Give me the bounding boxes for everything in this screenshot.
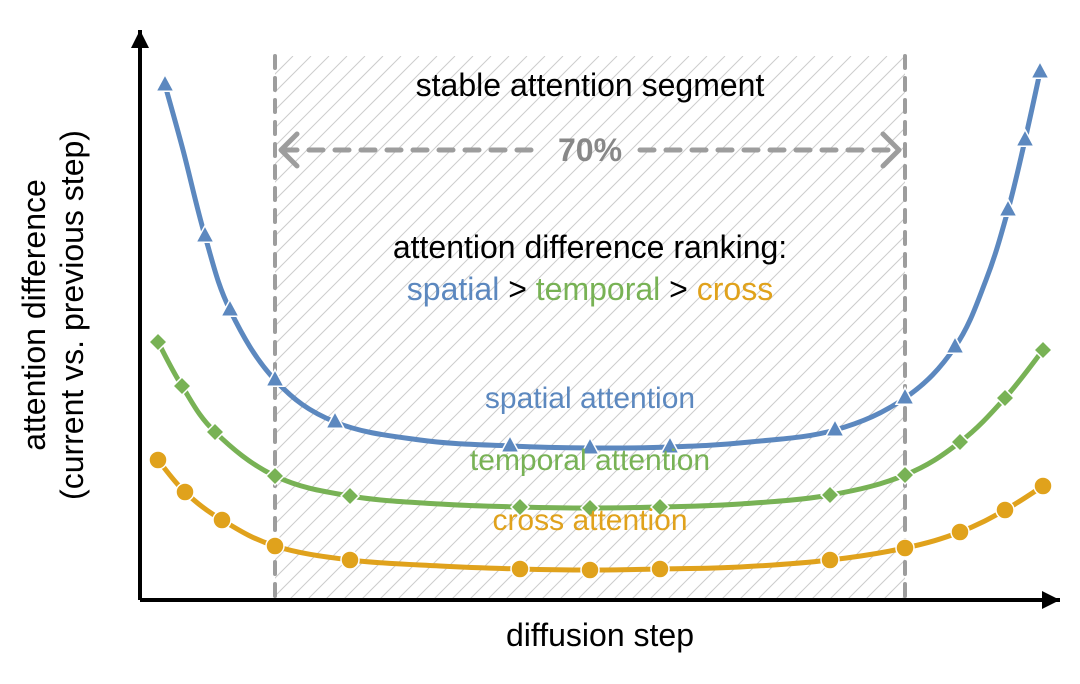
ranking-item-cross: cross — [697, 271, 773, 307]
stable-segment-title: stable attention segment — [416, 67, 765, 103]
attention-diff-chart: 70% stable attention segment attention dif… — [0, 0, 1080, 684]
x-axis-label: diffusion step — [506, 617, 694, 653]
series-temporal-label: temporal attention — [470, 444, 710, 477]
ranking-item-spatial: spatial — [407, 271, 500, 307]
series-spatial-label: spatial attention — [485, 382, 695, 415]
series-cross-label: cross attention — [492, 504, 687, 537]
stable-segment-pct: 70% — [558, 132, 622, 168]
ranking-item-temporal: temporal — [536, 271, 661, 307]
ranking-title: attention difference ranking: — [393, 229, 787, 265]
ranking-line: spatial > temporal > cross — [407, 271, 773, 307]
